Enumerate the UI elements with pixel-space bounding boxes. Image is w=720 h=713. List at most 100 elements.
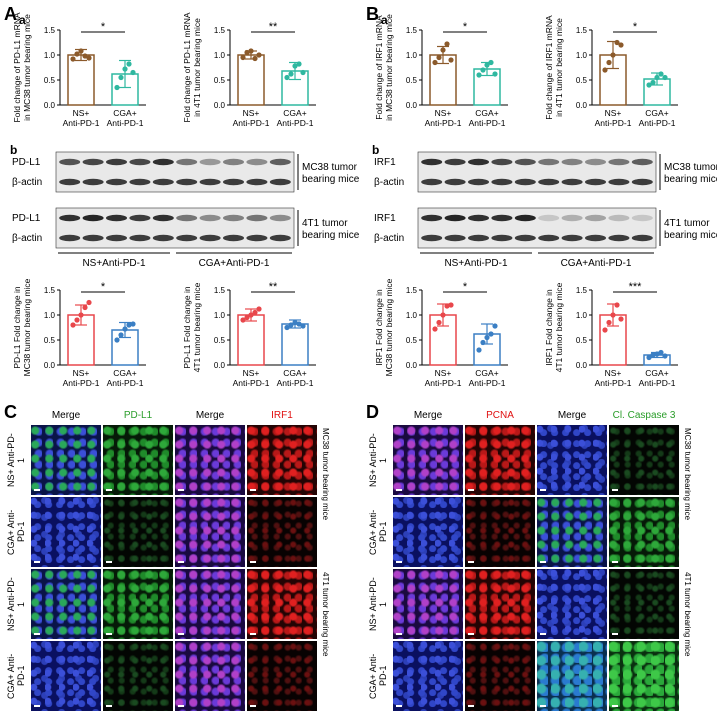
blot-row-label: β-actin	[12, 233, 42, 244]
microscopy-column-header: Merge	[195, 410, 225, 421]
data-point	[248, 48, 254, 54]
bar	[237, 54, 265, 106]
scale-bar	[612, 633, 618, 635]
x-tick-label: Anti-PD-1	[639, 118, 676, 128]
microscopy-side-label: MC38 tumor bearing mice	[321, 428, 330, 521]
blot-row-label: PD-L1	[12, 157, 41, 168]
y-axis-label: Fold change of PD-L1 mRNA	[182, 12, 192, 122]
microscopy-image	[536, 568, 608, 640]
western-band	[59, 178, 81, 186]
scale-bar	[178, 561, 184, 563]
microscopy-image	[608, 568, 680, 640]
x-tick-label: Anti-PD-1	[595, 118, 632, 128]
bar	[237, 314, 265, 366]
data-point	[484, 62, 490, 68]
data-point	[492, 323, 498, 329]
microscopy-row-label: NS+ Anti-PD-1	[6, 433, 26, 487]
western-band	[269, 158, 291, 166]
x-tick-label: NS+	[243, 368, 260, 378]
western-band	[467, 214, 490, 222]
microscopy-grid-c: Merge PD-L1 Merge IRF1 NS+ Anti-PD-1 CGA+ Ant…	[0, 410, 360, 713]
y-tick-label: 0.0	[576, 101, 588, 110]
y-axis-label: 4T1 tumor bearing mice	[554, 282, 564, 372]
western-band	[176, 214, 198, 222]
data-point	[662, 74, 668, 81]
scale-bar	[468, 705, 474, 707]
panel-label-c: C	[4, 402, 17, 422]
western-band	[82, 178, 104, 186]
microscopy-image	[174, 568, 246, 640]
western-band	[199, 234, 221, 242]
western-band	[444, 214, 466, 222]
data-point	[292, 319, 298, 326]
y-tick-label: 0.5	[44, 336, 56, 345]
y-tick-label: 1.0	[44, 51, 56, 60]
microscopy-column-header: PCNA	[486, 410, 514, 421]
x-tick-label: CGA+	[645, 368, 668, 378]
y-axis-label: IRF1 Fold change in	[374, 289, 384, 366]
data-point	[114, 84, 120, 91]
microscopy-side-label: MC38 tumor bearing mice	[683, 428, 692, 521]
y-tick-label: 0.5	[214, 76, 226, 85]
western-band	[561, 234, 583, 242]
western-band	[129, 214, 151, 222]
y-tick-label: 0.0	[406, 361, 418, 370]
y-axis-label: in MC38 tumor bearing mice	[384, 14, 394, 121]
microscopy-grid-d: Merge PCNA Merge Cl. Caspase 3 NS+ Anti-PD-1…	[362, 410, 720, 713]
microscopy-row-label: CGA+ Anti-PD-1	[368, 653, 388, 699]
data-point	[610, 52, 616, 58]
y-axis-label: Fold change of PD-L1 mRNA	[12, 12, 22, 122]
x-tick-label: CGA+	[113, 368, 136, 378]
data-point	[610, 312, 616, 318]
microscopy-row-label: NS+ Anti-PD-1	[368, 433, 388, 487]
x-tick-label: Anti-PD-1	[63, 118, 100, 128]
chart-irf1-mrna-4t1: Fold change of IRF1 mRNA in 4T1 tumor bea…	[544, 15, 678, 128]
microscopy-image	[174, 424, 246, 496]
x-tick-label: CGA+	[645, 108, 668, 118]
data-point	[244, 49, 250, 56]
microscopy-row-label: CGA+ Anti-PD-1	[6, 509, 26, 555]
western-band	[105, 234, 128, 242]
western-band	[561, 158, 583, 166]
western-band	[222, 178, 245, 186]
scale-bar	[540, 633, 546, 635]
scale-bar	[468, 561, 474, 563]
data-point	[658, 349, 664, 356]
microscopy-image	[536, 496, 608, 568]
y-tick-label: 0.5	[44, 76, 56, 85]
scale-bar	[106, 633, 112, 635]
blot-row-label: IRF1	[374, 213, 396, 224]
data-point	[82, 304, 88, 311]
data-point	[114, 337, 120, 343]
data-point	[252, 55, 258, 62]
y-tick-label: 1.5	[576, 26, 588, 35]
blot-frame	[417, 151, 657, 193]
western-band	[199, 178, 221, 186]
data-point	[432, 59, 438, 66]
western-band	[246, 214, 268, 222]
western-band	[631, 158, 653, 166]
x-tick-label: Anti-PD-1	[107, 378, 144, 388]
blot-row-label: β-actin	[374, 233, 404, 244]
data-point	[118, 74, 124, 81]
y-axis-label: IRF1 Fold change in	[544, 289, 554, 366]
scale-bar	[178, 489, 184, 491]
panel-label-d: D	[366, 402, 379, 422]
western-band	[176, 234, 198, 242]
data-point	[70, 56, 76, 62]
data-point	[476, 347, 482, 353]
data-point	[606, 319, 612, 326]
microscopy-image	[392, 424, 464, 496]
blot-frame	[55, 207, 295, 249]
western-band	[246, 178, 268, 186]
data-point	[436, 319, 442, 326]
y-tick-label: 0.0	[44, 101, 56, 110]
microscopy-column-header: Merge	[557, 410, 587, 421]
significance-label: *	[463, 281, 468, 293]
microscopy-image	[536, 424, 608, 496]
data-point	[654, 74, 660, 81]
significance-label: *	[101, 21, 106, 33]
data-point	[440, 47, 446, 53]
blot-side-label: bearing mice	[664, 230, 717, 241]
x-tick-label: NS+	[243, 108, 260, 118]
